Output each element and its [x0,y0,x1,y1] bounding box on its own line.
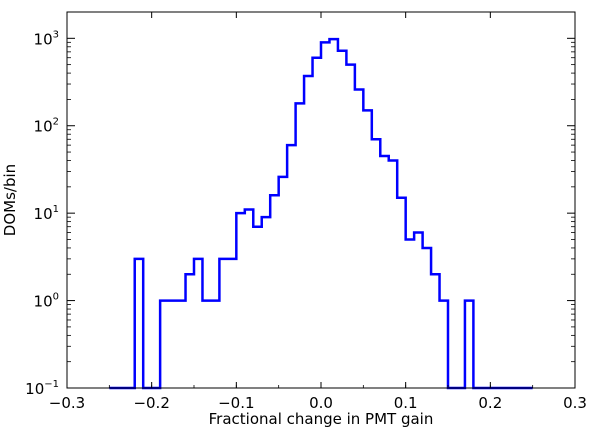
x-tick-label: 0.1 [394,394,418,412]
y-tick-label: 102 [34,117,59,136]
x-axis-label: Fractional change in PMT gain [209,410,434,428]
axis-ticks: −0.3 −0.2 −0.1 0.0 0.1 0.2 0.3 10−1 100 101 102 103 [25,11,587,412]
y-tick-label: 100 [34,292,59,311]
x-tick-label: 0.3 [563,394,587,412]
y-tick-label: 10−1 [25,379,59,398]
x-tick-label: −0.1 [218,394,254,412]
y-tick-label: 103 [34,29,59,48]
histogram-series [109,37,533,390]
x-tick-label: −0.2 [133,394,169,412]
x-tick-label: −0.3 [49,394,85,412]
x-tick-label: 0.0 [309,394,333,412]
x-tick-label: 0.2 [478,394,502,412]
y-tick-label: 101 [34,204,59,223]
y-axis-label: DOMs/bin [1,164,19,236]
plot-area [109,37,533,390]
